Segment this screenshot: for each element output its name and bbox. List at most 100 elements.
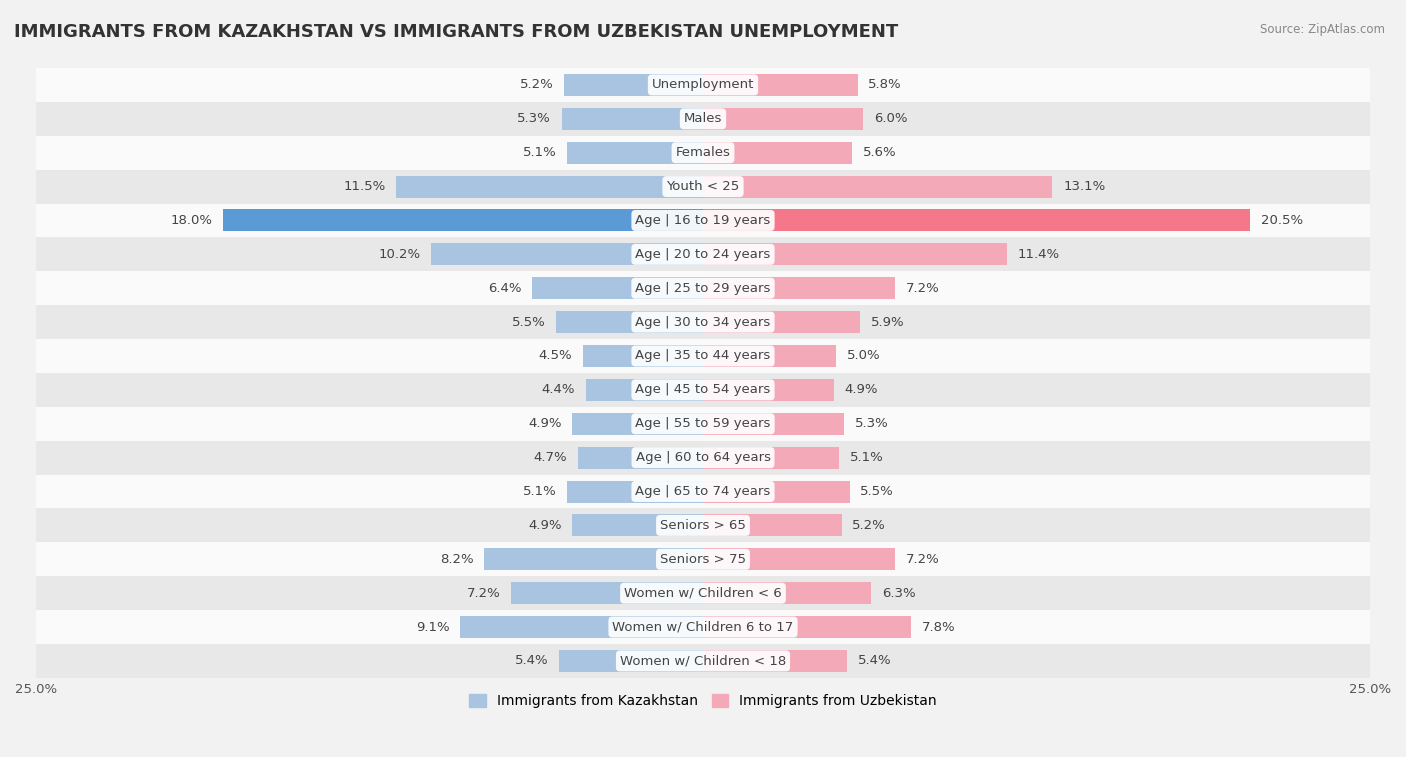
Bar bbox=[37, 170, 1369, 204]
Text: 13.1%: 13.1% bbox=[1063, 180, 1105, 193]
Bar bbox=[564, 74, 703, 96]
Text: Women w/ Children 6 to 17: Women w/ Children 6 to 17 bbox=[613, 621, 793, 634]
Text: Unemployment: Unemployment bbox=[652, 79, 754, 92]
Text: IMMIGRANTS FROM KAZAKHSTAN VS IMMIGRANTS FROM UZBEKISTAN UNEMPLOYMENT: IMMIGRANTS FROM KAZAKHSTAN VS IMMIGRANTS… bbox=[14, 23, 898, 41]
Bar bbox=[37, 238, 1369, 271]
Bar bbox=[37, 102, 1369, 136]
Text: 7.2%: 7.2% bbox=[467, 587, 501, 600]
Text: 4.9%: 4.9% bbox=[845, 383, 877, 397]
Bar bbox=[37, 271, 1369, 305]
Bar bbox=[703, 548, 896, 570]
Text: 5.1%: 5.1% bbox=[523, 146, 557, 159]
Text: 5.9%: 5.9% bbox=[872, 316, 904, 329]
Bar bbox=[703, 74, 858, 96]
Bar bbox=[222, 210, 703, 232]
Text: 20.5%: 20.5% bbox=[1261, 214, 1303, 227]
Text: Age | 45 to 54 years: Age | 45 to 54 years bbox=[636, 383, 770, 397]
Bar bbox=[567, 142, 703, 164]
Bar bbox=[703, 142, 852, 164]
Text: Seniors > 65: Seniors > 65 bbox=[659, 519, 747, 532]
Bar bbox=[37, 509, 1369, 542]
Text: 4.7%: 4.7% bbox=[533, 451, 567, 464]
Bar bbox=[703, 413, 845, 435]
Text: 4.9%: 4.9% bbox=[529, 417, 561, 430]
Text: Age | 35 to 44 years: Age | 35 to 44 years bbox=[636, 350, 770, 363]
Text: 5.2%: 5.2% bbox=[520, 79, 554, 92]
Text: Age | 25 to 29 years: Age | 25 to 29 years bbox=[636, 282, 770, 294]
Text: 18.0%: 18.0% bbox=[170, 214, 212, 227]
Text: 4.9%: 4.9% bbox=[529, 519, 561, 532]
Text: 6.4%: 6.4% bbox=[488, 282, 522, 294]
Text: Source: ZipAtlas.com: Source: ZipAtlas.com bbox=[1260, 23, 1385, 36]
Text: 5.4%: 5.4% bbox=[515, 654, 548, 668]
Text: Age | 30 to 34 years: Age | 30 to 34 years bbox=[636, 316, 770, 329]
Bar bbox=[460, 616, 703, 638]
Bar bbox=[37, 339, 1369, 373]
Text: 5.8%: 5.8% bbox=[869, 79, 903, 92]
Bar bbox=[37, 542, 1369, 576]
Bar bbox=[484, 548, 703, 570]
Bar bbox=[703, 277, 896, 299]
Text: 5.3%: 5.3% bbox=[517, 112, 551, 126]
Bar bbox=[703, 582, 872, 604]
Bar bbox=[37, 373, 1369, 407]
Bar bbox=[37, 475, 1369, 509]
Text: 8.2%: 8.2% bbox=[440, 553, 474, 565]
Text: 6.3%: 6.3% bbox=[882, 587, 915, 600]
Bar bbox=[703, 345, 837, 367]
Text: Women w/ Children < 6: Women w/ Children < 6 bbox=[624, 587, 782, 600]
Bar bbox=[703, 616, 911, 638]
Text: 11.4%: 11.4% bbox=[1018, 248, 1060, 261]
Bar bbox=[37, 576, 1369, 610]
Text: 5.2%: 5.2% bbox=[852, 519, 886, 532]
Bar bbox=[567, 481, 703, 503]
Text: 5.5%: 5.5% bbox=[512, 316, 546, 329]
Bar bbox=[37, 441, 1369, 475]
Bar bbox=[703, 176, 1053, 198]
Bar bbox=[703, 650, 846, 672]
Bar bbox=[703, 378, 834, 401]
Bar bbox=[703, 515, 842, 537]
Text: Youth < 25: Youth < 25 bbox=[666, 180, 740, 193]
Bar bbox=[37, 610, 1369, 644]
Text: 11.5%: 11.5% bbox=[343, 180, 385, 193]
Bar bbox=[703, 447, 839, 469]
Bar bbox=[37, 68, 1369, 102]
Text: 5.1%: 5.1% bbox=[849, 451, 883, 464]
Bar bbox=[533, 277, 703, 299]
Bar bbox=[572, 413, 703, 435]
Text: 5.5%: 5.5% bbox=[860, 485, 894, 498]
Text: Females: Females bbox=[675, 146, 731, 159]
Bar bbox=[572, 515, 703, 537]
Text: 5.3%: 5.3% bbox=[855, 417, 889, 430]
Bar bbox=[703, 210, 1250, 232]
Text: 9.1%: 9.1% bbox=[416, 621, 450, 634]
Text: 4.4%: 4.4% bbox=[541, 383, 575, 397]
Bar bbox=[37, 407, 1369, 441]
Bar bbox=[561, 107, 703, 129]
Text: Age | 16 to 19 years: Age | 16 to 19 years bbox=[636, 214, 770, 227]
Legend: Immigrants from Kazakhstan, Immigrants from Uzbekistan: Immigrants from Kazakhstan, Immigrants f… bbox=[464, 689, 942, 714]
Text: 6.0%: 6.0% bbox=[873, 112, 907, 126]
Text: Age | 60 to 64 years: Age | 60 to 64 years bbox=[636, 451, 770, 464]
Bar bbox=[703, 311, 860, 333]
Text: Women w/ Children < 18: Women w/ Children < 18 bbox=[620, 654, 786, 668]
Text: 7.2%: 7.2% bbox=[905, 282, 939, 294]
Bar bbox=[583, 345, 703, 367]
Text: 7.8%: 7.8% bbox=[922, 621, 956, 634]
Text: 5.1%: 5.1% bbox=[523, 485, 557, 498]
Text: 5.6%: 5.6% bbox=[863, 146, 897, 159]
Bar bbox=[37, 136, 1369, 170]
Bar bbox=[578, 447, 703, 469]
Text: 7.2%: 7.2% bbox=[905, 553, 939, 565]
Bar bbox=[37, 204, 1369, 238]
Text: Seniors > 75: Seniors > 75 bbox=[659, 553, 747, 565]
Bar bbox=[586, 378, 703, 401]
Bar bbox=[557, 311, 703, 333]
Text: Age | 65 to 74 years: Age | 65 to 74 years bbox=[636, 485, 770, 498]
Text: 5.0%: 5.0% bbox=[846, 350, 880, 363]
Bar bbox=[703, 107, 863, 129]
Bar bbox=[560, 650, 703, 672]
Bar bbox=[37, 644, 1369, 678]
Bar bbox=[510, 582, 703, 604]
